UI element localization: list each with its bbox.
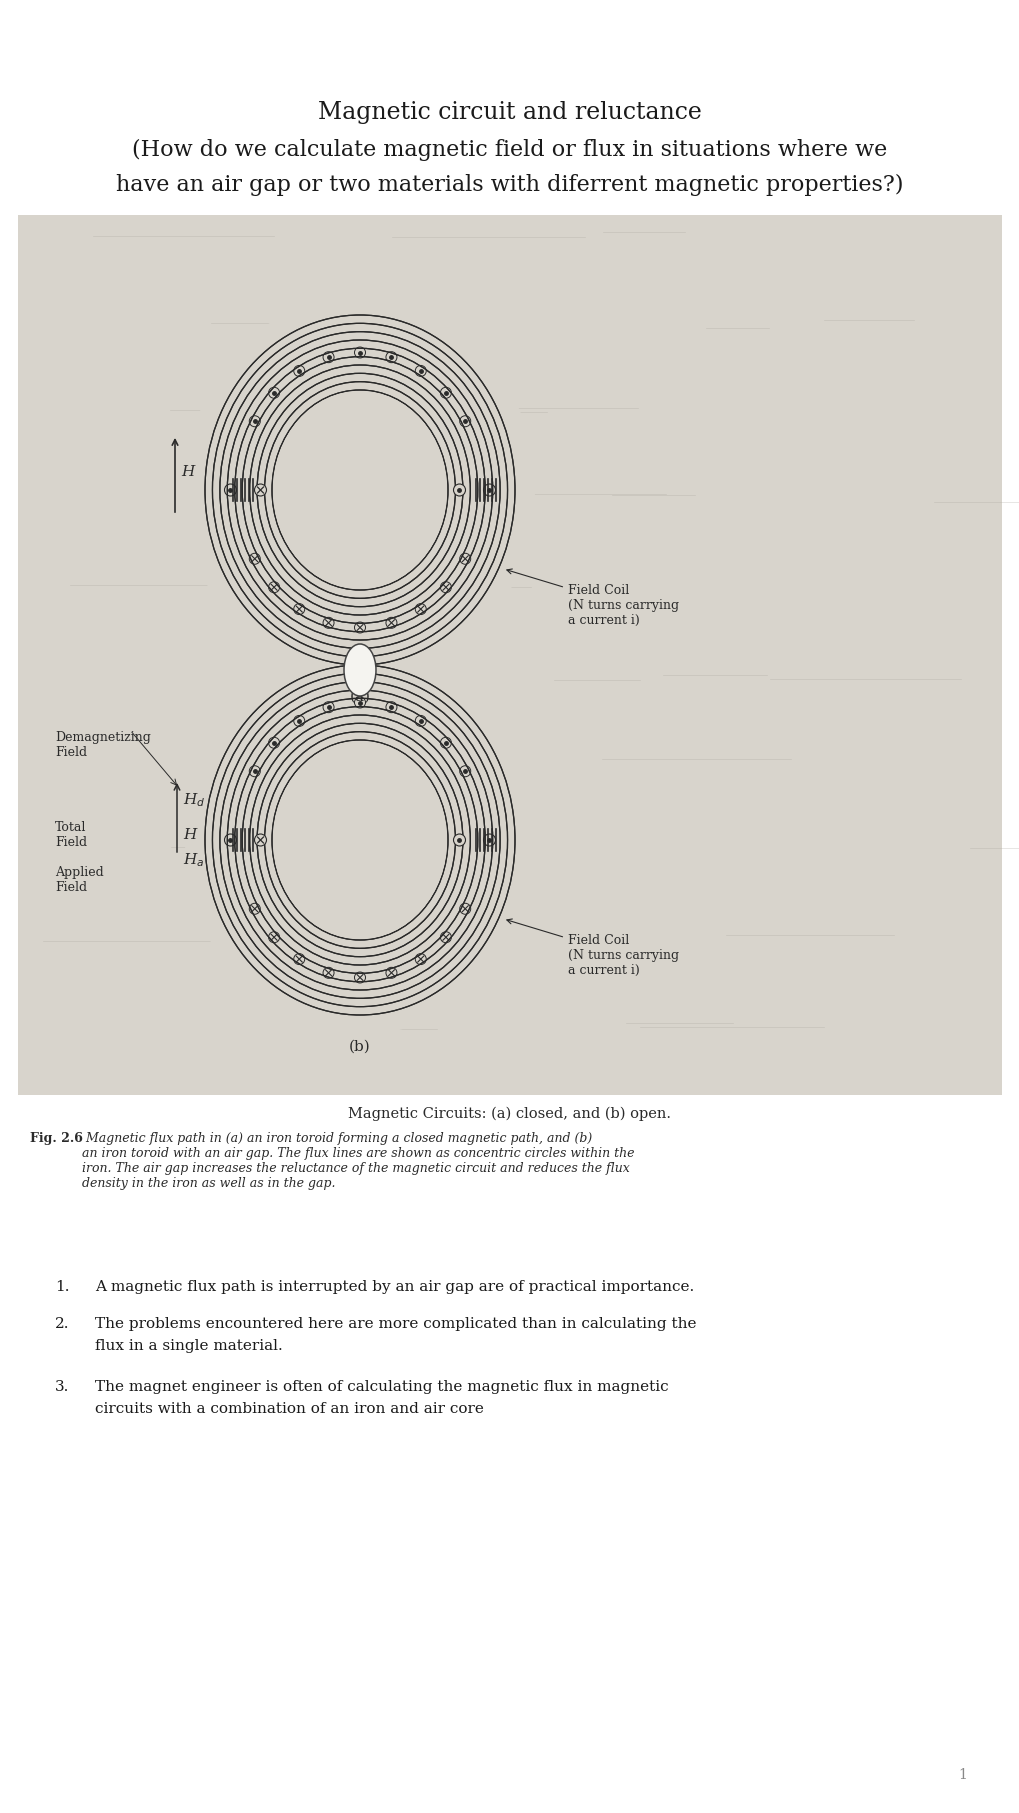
Text: 1: 1 (958, 1768, 966, 1782)
Text: Demagnetizing
Field: Demagnetizing Field (55, 731, 151, 760)
Ellipse shape (343, 644, 376, 696)
Circle shape (255, 484, 266, 497)
Text: Field Coil
(N turns carrying
a current i): Field Coil (N turns carrying a current i… (506, 569, 679, 627)
Ellipse shape (273, 392, 446, 589)
Ellipse shape (273, 742, 446, 939)
Text: 2.: 2. (55, 1316, 69, 1331)
Text: The magnet engineer is often of calculating the magnetic flux in magnetic: The magnet engineer is often of calculat… (95, 1380, 668, 1394)
Text: Applied
Field: Applied Field (55, 867, 104, 894)
Text: Magnetic flux path in (a) an iron toroid forming a closed magnetic path, and (b): Magnetic flux path in (a) an iron toroid… (82, 1131, 634, 1189)
Text: Fig. 2.6: Fig. 2.6 (30, 1131, 83, 1146)
Ellipse shape (273, 742, 446, 939)
Ellipse shape (273, 392, 446, 589)
Text: The problems encountered here are more complicated than in calculating the: The problems encountered here are more c… (95, 1316, 696, 1331)
Ellipse shape (273, 392, 446, 589)
Text: Field Coil
(N turns carrying
a current i): Field Coil (N turns carrying a current i… (506, 919, 679, 977)
Circle shape (255, 834, 266, 847)
Text: (a): (a) (350, 691, 370, 703)
Ellipse shape (184, 645, 535, 1035)
Text: H$_a$: H$_a$ (182, 850, 204, 868)
Text: Magnetic circuit and reluctance: Magnetic circuit and reluctance (318, 100, 701, 123)
Bar (18, 216, 1001, 1095)
Text: 3.: 3. (55, 1380, 69, 1394)
Text: H: H (180, 464, 194, 479)
Text: (How do we calculate magnetic field or flux in situations where we: (How do we calculate magnetic field or f… (132, 140, 887, 161)
Ellipse shape (184, 296, 535, 685)
Text: Total
Field: Total Field (55, 821, 87, 848)
Text: H$_d$: H$_d$ (182, 790, 205, 809)
Text: 1.: 1. (55, 1280, 69, 1294)
Circle shape (453, 834, 465, 847)
Text: have an air gap or two materials with diferrent magnetic properties?): have an air gap or two materials with di… (116, 174, 903, 196)
Text: (b): (b) (348, 1041, 371, 1053)
Text: Magnetic Circuits: (a) closed, and (b) open.: Magnetic Circuits: (a) closed, and (b) o… (348, 1108, 671, 1122)
Ellipse shape (273, 742, 446, 939)
Circle shape (453, 484, 465, 497)
Text: flux in a single material.: flux in a single material. (95, 1340, 282, 1352)
Text: A magnetic flux path is interrupted by an air gap are of practical importance.: A magnetic flux path is interrupted by a… (95, 1280, 694, 1294)
Text: H: H (182, 829, 196, 841)
Text: circuits with a combination of an iron and air core: circuits with a combination of an iron a… (95, 1401, 483, 1416)
